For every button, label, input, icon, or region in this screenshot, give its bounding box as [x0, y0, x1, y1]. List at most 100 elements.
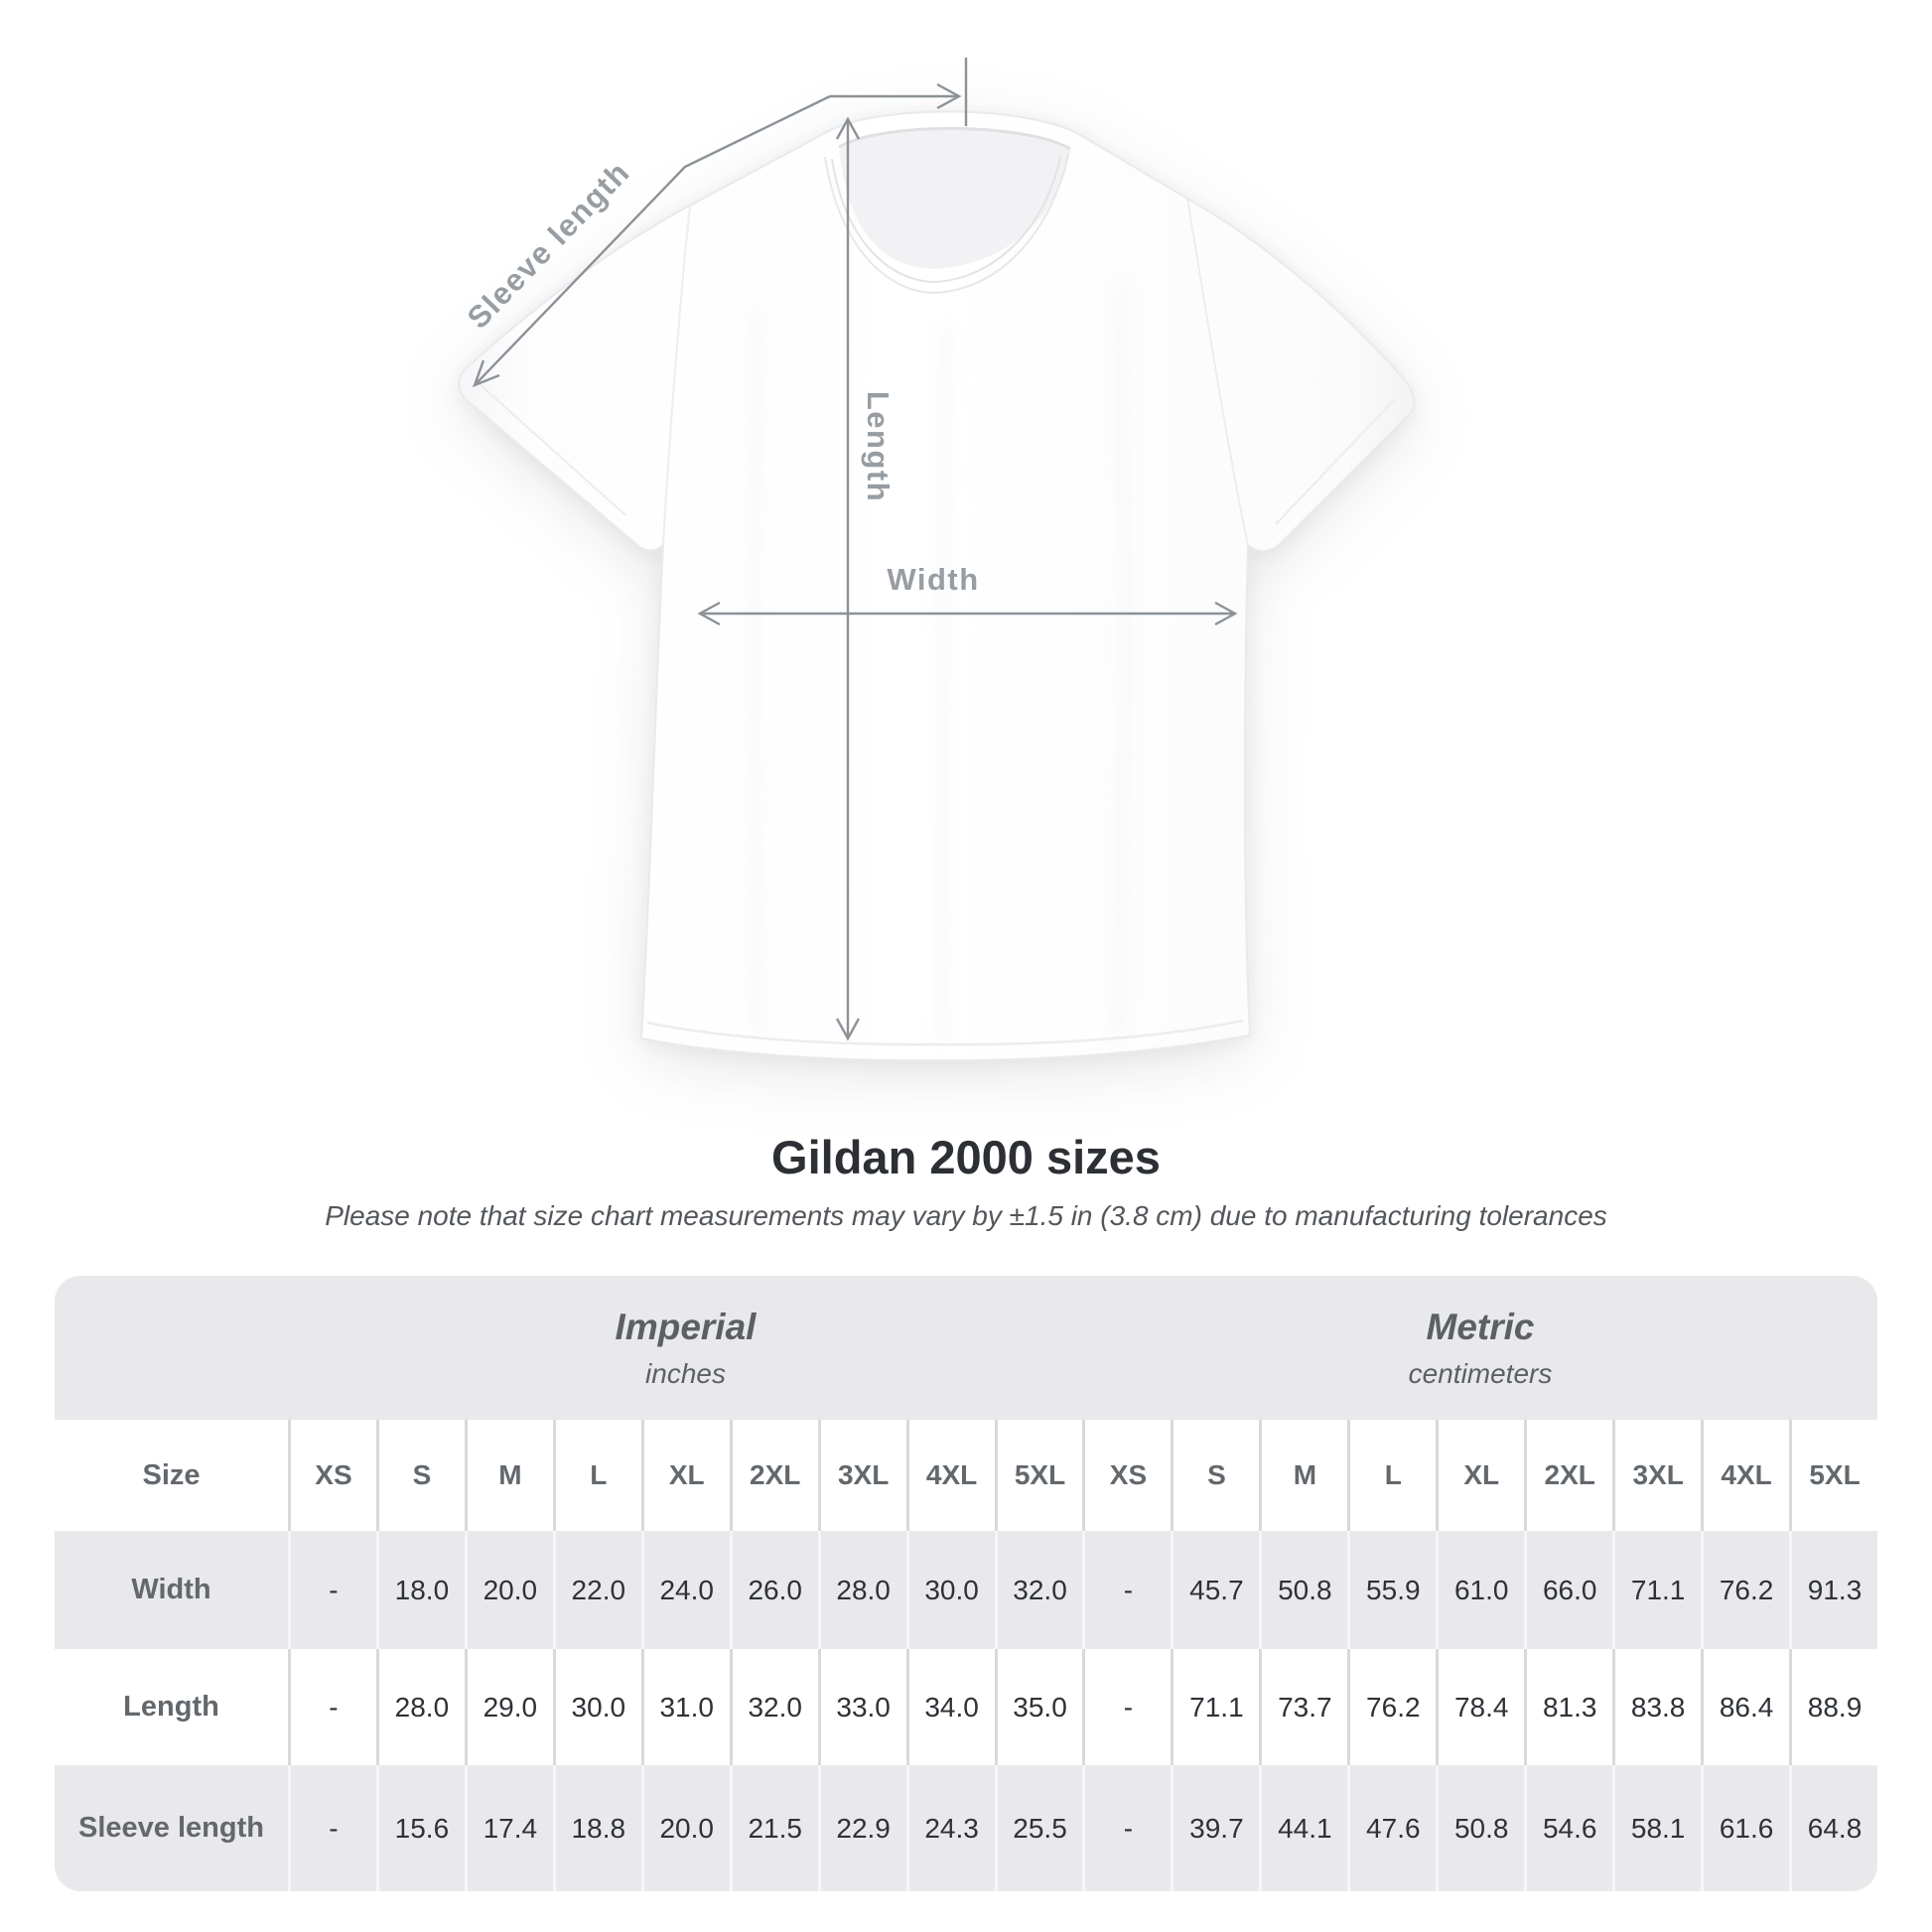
- value-cell-imperial: 24.3: [905, 1765, 995, 1891]
- value-cell-imperial: 32.0: [729, 1649, 818, 1765]
- measurement-lines: [472, 58, 1238, 1041]
- units-band: Imperial inches Metric centimeters: [55, 1276, 1877, 1420]
- value-cell-imperial: 35.0: [994, 1649, 1083, 1765]
- unit-group-metric: Metric centimeters: [1083, 1276, 1877, 1420]
- value-cell-metric: 71.1: [1171, 1649, 1259, 1765]
- value-cell-imperial: 20.0: [464, 1531, 553, 1649]
- size-header-cell: XL: [640, 1420, 730, 1531]
- size-header-row: Size XS S M L XL 2XL 3XL 4XL 5XL XS S M L XL 2XL 3XL 4XL 5…: [55, 1420, 1877, 1531]
- tshirt-measurement-diagram: Sleeve length Length Width: [458, 58, 1416, 1062]
- value-cell-metric: 73.7: [1259, 1649, 1347, 1765]
- value-cell-metric: -: [1082, 1649, 1171, 1765]
- size-header-cell: S: [1171, 1420, 1259, 1531]
- size-column-header: Size: [142, 1458, 201, 1491]
- row-label: Length: [123, 1691, 219, 1723]
- value-cell-imperial: 28.0: [817, 1531, 906, 1649]
- size-header-cell: M: [1259, 1420, 1347, 1531]
- table-row-width: Width -18.0 20.0 22.0 24.0 26.0 28.0 30.0 32.0-4…: [55, 1531, 1877, 1649]
- value-cell-imperial: 17.4: [464, 1765, 553, 1891]
- value-cell-metric: 71.1: [1612, 1531, 1701, 1649]
- size-header-cell: L: [1347, 1420, 1436, 1531]
- value-cell-imperial: 26.0: [729, 1531, 818, 1649]
- value-cell-metric: 54.6: [1524, 1765, 1612, 1891]
- unit-group-label: Metric: [1426, 1306, 1535, 1347]
- width-left-arrowhead: [697, 601, 721, 626]
- width-label: Width: [887, 562, 979, 597]
- value-cell-imperial: 22.0: [552, 1531, 641, 1649]
- sleeve-arrowhead: [472, 359, 500, 388]
- value-cell-metric: 58.1: [1612, 1765, 1701, 1891]
- value-cell-metric: 61.6: [1701, 1765, 1789, 1891]
- value-cell-metric: 50.8: [1259, 1531, 1347, 1649]
- value-cell-imperial: 32.0: [994, 1531, 1083, 1649]
- value-cell-metric: -: [1082, 1531, 1171, 1649]
- sleeve-length-line: [474, 94, 831, 386]
- value-cell-imperial: 24.0: [640, 1531, 730, 1649]
- size-header-cell: 5XL: [1789, 1420, 1877, 1531]
- value-cell-imperial: 34.0: [905, 1649, 995, 1765]
- unit-group-imperial: Imperial inches: [288, 1276, 1083, 1420]
- value-cell-metric: 81.3: [1524, 1649, 1612, 1765]
- size-chart-table: Imperial inches Metric centimeters Size XS S M…: [55, 1276, 1877, 1891]
- size-header-cell: 4XL: [1701, 1420, 1789, 1531]
- value-cell-metric: 44.1: [1259, 1765, 1347, 1891]
- size-header-cell: 2XL: [1524, 1420, 1612, 1531]
- size-header-cell: XS: [1082, 1420, 1171, 1531]
- page-title: Gildan 2000 sizes: [771, 1131, 1161, 1183]
- value-cell-imperial: 31.0: [640, 1649, 730, 1765]
- tolerance-note: Please note that size chart measurements…: [325, 1200, 1607, 1231]
- value-cell-imperial: 18.0: [375, 1531, 465, 1649]
- value-cell-imperial: 29.0: [464, 1649, 553, 1765]
- size-header-cell: XL: [1436, 1420, 1524, 1531]
- table-row-length: Length -28.0 29.0 30.0 31.0 32.0 33.0 34.0 35.0-…: [55, 1649, 1877, 1765]
- value-cell-imperial: 22.9: [817, 1765, 906, 1891]
- right-arrowhead: [936, 82, 962, 110]
- value-cell-imperial: -: [288, 1765, 376, 1891]
- value-cell-metric: 76.2: [1347, 1649, 1436, 1765]
- value-cell-metric: 83.8: [1612, 1649, 1701, 1765]
- value-cell-imperial: 21.5: [729, 1765, 818, 1891]
- value-cell-metric: 91.3: [1789, 1531, 1877, 1649]
- size-header-cell: S: [375, 1420, 465, 1531]
- value-cell-imperial: 18.8: [552, 1765, 641, 1891]
- value-cell-metric: 45.7: [1171, 1531, 1259, 1649]
- table-body: Width -18.0 20.0 22.0 24.0 26.0 28.0 30.0 32.0-4…: [55, 1531, 1877, 1891]
- size-header-cell: 3XL: [817, 1420, 906, 1531]
- size-header-cell: 4XL: [905, 1420, 995, 1531]
- size-header-cell: 5XL: [994, 1420, 1083, 1531]
- length-bottom-arrowhead: [835, 1018, 861, 1041]
- width-right-arrowhead: [1214, 601, 1238, 626]
- value-cell-metric: 78.4: [1436, 1649, 1524, 1765]
- value-cell-imperial: 28.0: [375, 1649, 465, 1765]
- value-cell-imperial: -: [288, 1531, 376, 1649]
- value-cell-metric: 66.0: [1524, 1531, 1612, 1649]
- value-cell-imperial: 20.0: [640, 1765, 730, 1891]
- value-cell-metric: 86.4: [1701, 1649, 1789, 1765]
- tshirt-image: [458, 110, 1416, 1062]
- value-cell-imperial: 30.0: [552, 1649, 641, 1765]
- value-cell-metric: -: [1082, 1765, 1171, 1891]
- size-header-cell: M: [464, 1420, 553, 1531]
- row-label: Width: [131, 1574, 211, 1605]
- size-header-cell: L: [552, 1420, 641, 1531]
- value-cell-metric: 47.6: [1347, 1765, 1436, 1891]
- size-header-cell: XS: [288, 1420, 376, 1531]
- value-cell-imperial: -: [288, 1649, 376, 1765]
- length-label: Length: [861, 391, 896, 502]
- value-cell-metric: 88.9: [1789, 1649, 1877, 1765]
- value-cell-metric: 76.2: [1701, 1531, 1789, 1649]
- row-label: Sleeve length: [78, 1812, 264, 1844]
- length-top-arrowhead: [835, 116, 861, 140]
- value-cell-imperial: 30.0: [905, 1531, 995, 1649]
- size-header-cell: 2XL: [729, 1420, 818, 1531]
- value-cell-imperial: 25.5: [994, 1765, 1083, 1891]
- value-cell-metric: 64.8: [1789, 1765, 1877, 1891]
- value-cell-imperial: 15.6: [375, 1765, 465, 1891]
- unit-group-units: inches: [645, 1357, 726, 1389]
- value-cell-metric: 55.9: [1347, 1531, 1436, 1649]
- unit-group-label: Imperial: [615, 1306, 757, 1347]
- value-cell-metric: 39.7: [1171, 1765, 1259, 1891]
- value-cell-metric: 61.0: [1436, 1531, 1524, 1649]
- value-cell-metric: 50.8: [1436, 1765, 1524, 1891]
